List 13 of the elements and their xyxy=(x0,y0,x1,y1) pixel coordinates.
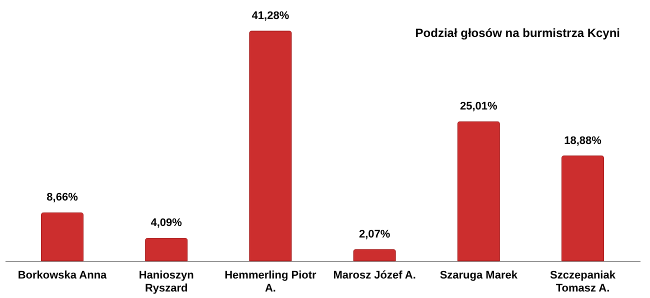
data-label: 41,28% xyxy=(252,10,290,22)
x-tick-label: Borkowska Anna xyxy=(18,270,108,282)
chart-title: Podział głosów na burmistrza Kcyni xyxy=(415,26,620,40)
data-label: 2,07% xyxy=(358,228,390,240)
data-label: 8,66% xyxy=(46,192,78,204)
data-label: 25,01% xyxy=(460,100,498,113)
x-tick-label: Hanioszyn Ryszard xyxy=(138,270,194,294)
data-label: 18,88% xyxy=(564,134,602,147)
x-tick-label: Szaruga Marek xyxy=(440,270,518,282)
x-tick-label: Szczepaniak Tomasz A. xyxy=(550,270,616,294)
x-tick-label: Hemmerling Piotr A. xyxy=(224,270,318,294)
x-tick-label: Marosz Józef A. xyxy=(333,270,416,282)
data-label: 4,09% xyxy=(150,217,182,230)
